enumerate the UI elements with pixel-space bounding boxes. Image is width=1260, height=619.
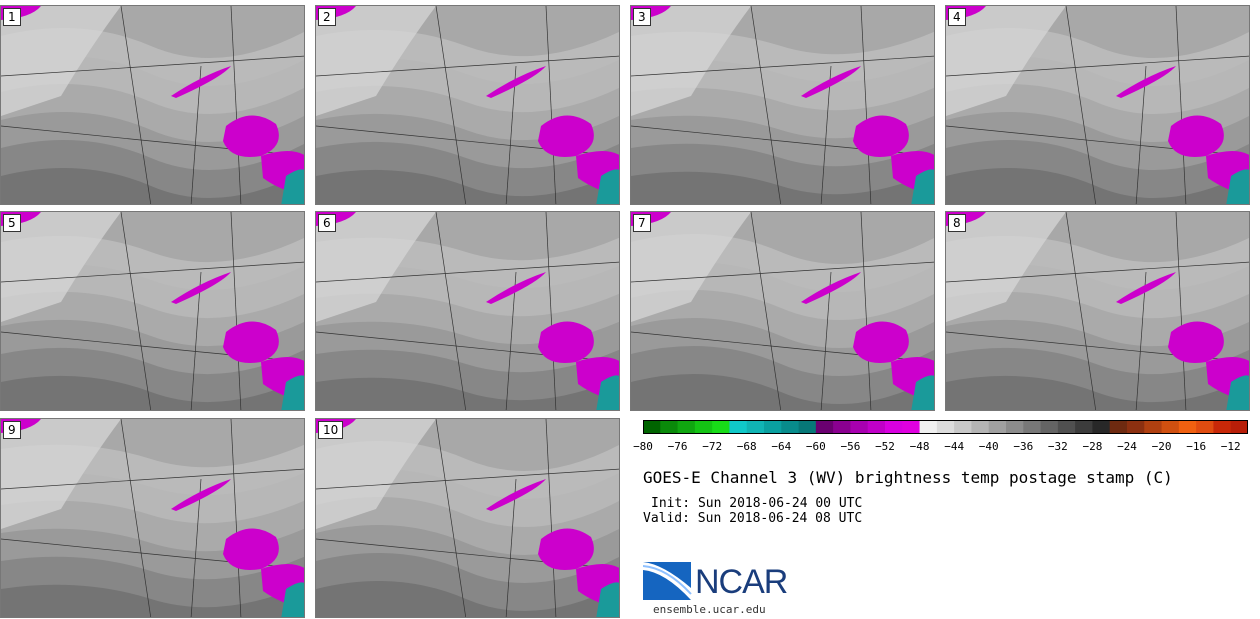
map-panel-6[interactable]: 6 — [315, 211, 620, 411]
map-panel-2[interactable]: 2 — [315, 5, 620, 205]
colorbar-segment — [1178, 420, 1197, 434]
colorbar — [643, 420, 1248, 434]
colorbar-segment — [1230, 420, 1248, 434]
colorbar-tick-label: −52 — [875, 440, 895, 453]
water-vapor-imagery — [1, 6, 304, 204]
colorbar-segment — [954, 420, 972, 434]
colorbar-tick-label: −72 — [702, 440, 723, 453]
water-vapor-imagery — [316, 212, 619, 410]
logo-text: NCAR — [695, 563, 788, 601]
colorbar-tick-label: −68 — [736, 440, 757, 453]
colorbar-tick-label: −64 — [771, 440, 792, 453]
colorbar-tick-label: −12 — [1220, 440, 1241, 453]
colorbar-segment — [867, 420, 886, 434]
map-panel-3[interactable]: 3 — [630, 5, 935, 205]
colorbar-segment — [885, 420, 903, 434]
ncar-logo-icon — [643, 562, 692, 600]
water-vapor-imagery — [631, 6, 934, 204]
colorbar-tick-label: −36 — [1013, 440, 1034, 453]
init-time: Init: Sun 2018-06-24 00 UTC — [651, 496, 863, 511]
colorbar-segment — [1075, 420, 1093, 434]
colorbar-segment — [1092, 420, 1111, 434]
panel-number: 8 — [948, 214, 966, 232]
colorbar-segment — [1006, 420, 1024, 434]
panel-number: 9 — [3, 421, 21, 439]
colorbar-segment — [781, 420, 800, 434]
colorbar-segment — [643, 420, 661, 434]
colorbar-segment — [988, 420, 1007, 434]
colorbar-segment — [902, 420, 921, 434]
map-panel-1[interactable]: 1 — [0, 5, 305, 205]
colorbar-segment — [694, 420, 713, 434]
colorbar-segment — [764, 420, 782, 434]
map-panel-8[interactable]: 8 — [945, 211, 1250, 411]
panel-number: 3 — [633, 8, 651, 26]
water-vapor-imagery — [946, 6, 1249, 204]
water-vapor-imagery — [1, 212, 304, 410]
colorbar-segment — [712, 420, 730, 434]
colorbar-segment — [1040, 420, 1059, 434]
colorbar-segment — [833, 420, 851, 434]
colorbar-segment — [660, 420, 679, 434]
map-panel-10[interactable]: 10 — [315, 418, 620, 618]
colorbar-segment — [850, 420, 869, 434]
panel-number: 6 — [318, 214, 336, 232]
colorbar-tick-label: −80 — [633, 440, 653, 453]
colorbar-segment — [1161, 420, 1180, 434]
colorbar-segment — [1213, 420, 1232, 434]
water-vapor-imagery — [631, 212, 934, 410]
colorbar-tick-label: −20 — [1151, 440, 1172, 453]
colorbar-segment — [1109, 420, 1128, 434]
map-panel-4[interactable]: 4 — [945, 5, 1250, 205]
colorbar-tick-label: −56 — [840, 440, 861, 453]
colorbar-tick-label: −44 — [944, 440, 965, 453]
panel-number: 10 — [318, 421, 344, 439]
water-vapor-imagery — [316, 419, 619, 617]
colorbar-segment — [798, 420, 817, 434]
colorbar-segment — [936, 420, 955, 434]
colorbar-segment — [746, 420, 765, 434]
legend-area: −80 −76 −72 −68 −64 −60 −56 −52 −48 −44 −40 −36 −32 −… — [633, 419, 1248, 619]
colorbar-tick-label: −28 — [1082, 440, 1103, 453]
map-panel-7[interactable]: 7 — [630, 211, 935, 411]
logo-url[interactable]: ensemble.ucar.edu — [653, 603, 766, 616]
colorbar-segment — [1144, 420, 1163, 434]
page-title: GOES-E Channel 3 (WV) brightness temp po… — [643, 468, 1173, 487]
colorbar-tick-label: −32 — [1047, 440, 1068, 453]
map-panel-9[interactable]: 9 — [0, 418, 305, 618]
colorbar-segment — [1127, 420, 1145, 434]
water-vapor-imagery — [316, 6, 619, 204]
panel-number: 1 — [3, 8, 21, 26]
colorbar-segment — [971, 420, 990, 434]
colorbar-tick-label: −48 — [909, 440, 930, 453]
valid-time: Valid: Sun 2018-06-24 08 UTC — [643, 511, 863, 526]
colorbar-segment — [729, 420, 748, 434]
panel-number: 5 — [3, 214, 21, 232]
colorbar-tick-label: −60 — [805, 440, 826, 453]
panel-number: 7 — [633, 214, 651, 232]
colorbar-segment — [919, 420, 938, 434]
colorbar-segment — [815, 420, 834, 434]
colorbar-segment — [1057, 420, 1076, 434]
colorbar-tick-label: −16 — [1186, 440, 1207, 453]
colorbar-tick-label: −76 — [667, 440, 688, 453]
colorbar-tick-label: −40 — [978, 440, 999, 453]
colorbar-segment — [1023, 420, 1042, 434]
colorbar-segment — [1196, 420, 1214, 434]
water-vapor-imagery — [946, 212, 1249, 410]
water-vapor-imagery — [1, 419, 304, 617]
map-panel-5[interactable]: 5 — [0, 211, 305, 411]
colorbar-segment — [677, 420, 696, 434]
colorbar-tick-label: −24 — [1117, 440, 1137, 453]
panel-number: 4 — [948, 8, 966, 26]
panel-number: 2 — [318, 8, 336, 26]
